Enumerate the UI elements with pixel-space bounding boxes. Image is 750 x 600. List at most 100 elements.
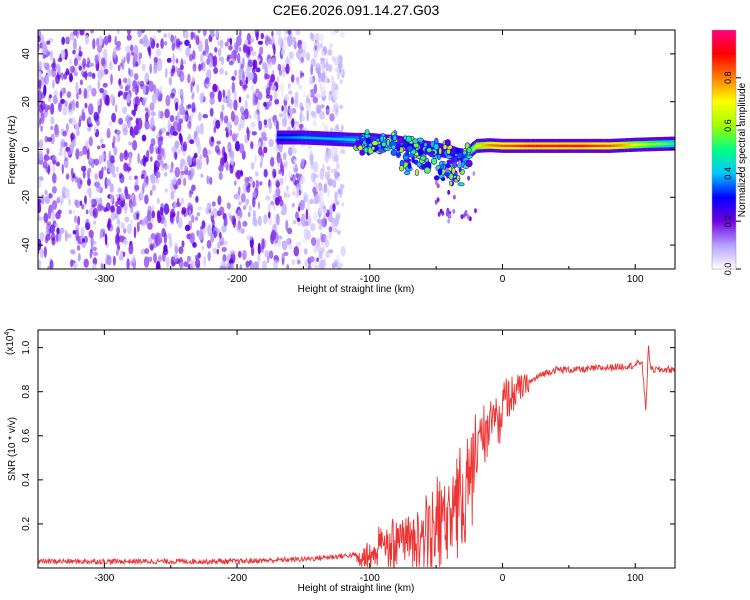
noise-speck bbox=[60, 72, 64, 81]
trace-core bbox=[328, 137, 331, 140]
noise-speck bbox=[172, 261, 176, 266]
noise-speck bbox=[190, 111, 194, 119]
noise-speck bbox=[87, 84, 93, 92]
trace-core bbox=[590, 144, 592, 148]
noise-speck bbox=[43, 212, 49, 223]
noise-speck bbox=[328, 249, 334, 254]
noise-speck bbox=[167, 32, 171, 39]
trace-core bbox=[502, 144, 505, 148]
noise-speck bbox=[192, 50, 196, 60]
noise-speck bbox=[90, 236, 94, 247]
trace-core bbox=[306, 136, 308, 139]
trace-core bbox=[343, 138, 345, 141]
trace-core bbox=[410, 143, 413, 147]
noise-speck bbox=[137, 57, 141, 66]
noise-speck bbox=[261, 238, 265, 250]
noise-speck bbox=[295, 211, 299, 220]
noise-speck bbox=[223, 240, 228, 246]
noise-speck bbox=[231, 81, 235, 94]
trace-core bbox=[530, 144, 532, 148]
noise-speck bbox=[303, 92, 306, 98]
noise-speck bbox=[314, 264, 321, 269]
noise-speck bbox=[327, 178, 334, 187]
noise-speck bbox=[244, 99, 248, 110]
trace-core bbox=[345, 138, 348, 141]
noise-speck bbox=[109, 163, 116, 175]
noise-speck bbox=[239, 30, 242, 37]
noise-speck bbox=[103, 68, 109, 75]
trace-core bbox=[489, 144, 491, 147]
noise-speck bbox=[193, 34, 198, 41]
noise-speck bbox=[50, 116, 55, 125]
noise-speck bbox=[281, 164, 285, 177]
noise-speck bbox=[77, 177, 82, 190]
trace-core bbox=[330, 137, 332, 140]
trace-core bbox=[592, 144, 595, 148]
trace-blob bbox=[371, 146, 376, 151]
noise-speck bbox=[265, 195, 271, 201]
trace-tail bbox=[447, 189, 451, 195]
spectrogram-trace bbox=[276, 129, 675, 224]
noise-speck bbox=[170, 92, 175, 99]
trace-blob bbox=[436, 154, 442, 160]
noise-speck bbox=[197, 206, 203, 211]
trace-core bbox=[655, 142, 657, 146]
noise-speck bbox=[244, 39, 249, 45]
noise-speck bbox=[110, 205, 115, 214]
noise-speck bbox=[183, 177, 187, 187]
noise-speck bbox=[200, 225, 204, 230]
snr-y-axis: 0.2 0.4 0.6 0.8 1.0 bbox=[21, 340, 675, 531]
y-tick-label: 0 bbox=[21, 146, 32, 152]
y-tick-label: 0.2 bbox=[21, 517, 32, 531]
noise-speck bbox=[238, 143, 245, 154]
noise-speck bbox=[85, 222, 91, 231]
noise-speck bbox=[159, 85, 163, 95]
noise-speck bbox=[246, 185, 251, 193]
noise-speck bbox=[69, 65, 76, 73]
noise-speck bbox=[95, 119, 100, 127]
noise-speck bbox=[309, 76, 314, 85]
trace-core bbox=[619, 144, 621, 147]
noise-speck bbox=[328, 226, 333, 233]
noise-speck bbox=[99, 97, 103, 109]
noise-speck bbox=[333, 227, 338, 233]
noise-speck bbox=[66, 91, 72, 99]
noise-speck bbox=[303, 195, 307, 204]
trace-core bbox=[535, 144, 538, 148]
noise-speck bbox=[38, 199, 42, 204]
noise-speck bbox=[50, 125, 54, 131]
noise-speck bbox=[116, 226, 120, 235]
noise-speck bbox=[317, 77, 322, 83]
noise-speck bbox=[97, 79, 101, 90]
noise-speck bbox=[251, 84, 254, 92]
trace-core bbox=[506, 144, 509, 148]
noise-speck bbox=[119, 174, 125, 184]
noise-speck bbox=[125, 114, 131, 125]
noise-speck bbox=[157, 232, 163, 245]
noise-speck bbox=[324, 58, 329, 63]
trace-core bbox=[636, 143, 639, 146]
x-tick-label: 100 bbox=[627, 573, 644, 584]
trace-tail bbox=[445, 211, 449, 217]
noise-speck bbox=[83, 258, 89, 268]
noise-speck bbox=[116, 166, 119, 173]
trace-core bbox=[290, 136, 292, 139]
noise-speck bbox=[282, 43, 288, 49]
noise-speck bbox=[123, 217, 130, 222]
noise-speck bbox=[237, 52, 241, 64]
noise-speck bbox=[164, 40, 168, 46]
noise-speck bbox=[328, 230, 332, 241]
noise-speck bbox=[318, 259, 324, 269]
noise-speck bbox=[153, 252, 157, 264]
noise-speck bbox=[235, 132, 239, 138]
noise-speck bbox=[140, 174, 145, 180]
noise-speck bbox=[218, 171, 223, 181]
noise-speck bbox=[149, 63, 152, 74]
noise-speck bbox=[257, 91, 263, 101]
noise-speck bbox=[206, 202, 212, 210]
noise-speck bbox=[92, 220, 97, 225]
noise-speck bbox=[133, 226, 137, 239]
noise-speck bbox=[187, 121, 192, 130]
noise-speck bbox=[195, 258, 201, 269]
noise-speck bbox=[233, 193, 238, 200]
